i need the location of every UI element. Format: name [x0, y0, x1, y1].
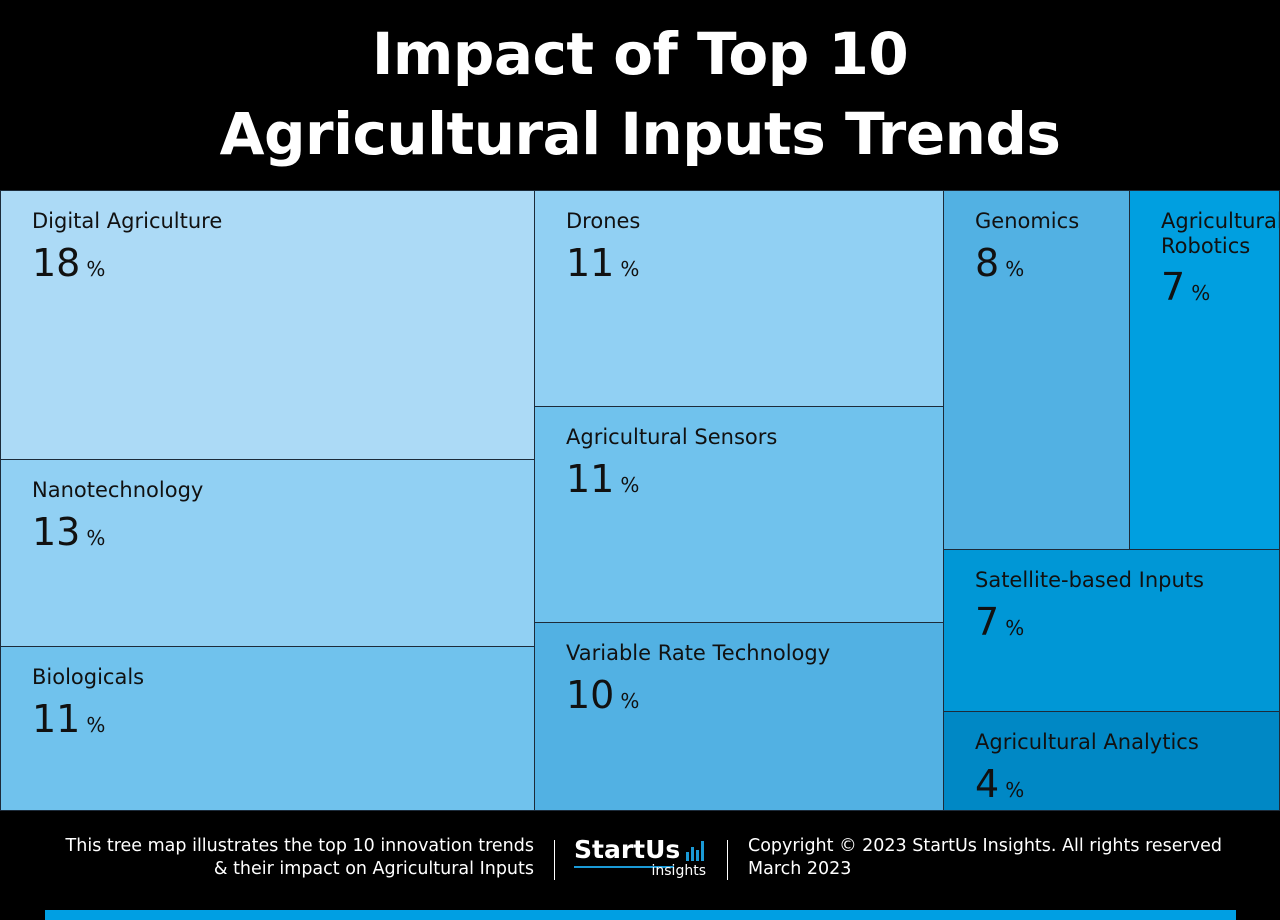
- tile-label: Drones: [566, 209, 641, 233]
- tile-label: Biologicals: [32, 665, 145, 689]
- tile-value-number: 13: [32, 510, 81, 554]
- tile-label: Agricultural Sensors: [566, 425, 778, 449]
- treemap-tile-agricultural-robotics: Agricultural Robotics 7%: [1129, 190, 1280, 550]
- tile-value-unit: %: [1191, 281, 1211, 305]
- tile-value: 10%: [566, 673, 639, 723]
- chart-title: Impact of Top 10 Agricultural Inputs Tre…: [0, 14, 1280, 174]
- tile-value-number: 7: [1161, 265, 1186, 309]
- tile-value: 18%: [32, 241, 105, 291]
- startus-insights-logo: StartUs insights: [574, 836, 710, 882]
- tile-value-unit: %: [1005, 616, 1025, 640]
- footer-copyright: Copyright © 2023 StartUs Insights. All r…: [748, 836, 1222, 856]
- tile-value: 11%: [566, 241, 639, 291]
- tile-value-number: 18: [32, 241, 81, 285]
- tile-value: 4%: [975, 762, 1025, 810]
- treemap-tile-nanotechnology: Nanotechnology 13%: [0, 459, 535, 647]
- tile-value-unit: %: [620, 689, 640, 713]
- tile-label: Agricultural Robotics: [1161, 209, 1280, 258]
- treemap-tile-agricultural-sensors: Agricultural Sensors 11%: [534, 406, 944, 623]
- footer-divider-right: [727, 840, 728, 880]
- tile-value: 7%: [1161, 265, 1210, 315]
- footer-date: March 2023: [748, 859, 852, 879]
- tile-value: 13%: [32, 510, 105, 560]
- chart-title-line-2: Agricultural Inputs Trends: [219, 100, 1061, 168]
- footer-description-line-2: & their impact on Agricultural Inputs: [213, 859, 534, 879]
- tile-value-number: 8: [975, 241, 1000, 285]
- treemap-tile-drones: Drones 11%: [534, 190, 944, 407]
- tile-label: Variable Rate Technology: [566, 641, 831, 665]
- chart-title-line-1: Impact of Top 10: [371, 20, 909, 88]
- tile-value-unit: %: [86, 713, 106, 737]
- tile-value-unit: %: [1005, 778, 1025, 802]
- tile-value: 11%: [566, 457, 639, 507]
- footer-divider-left: [554, 840, 555, 880]
- logo-sub-text: insights: [651, 863, 707, 879]
- footer-copyright-block: Copyright © 2023 StartUs Insights. All r…: [748, 835, 1222, 881]
- treemap-tile-biologicals: Biologicals 11%: [0, 646, 535, 811]
- tile-value: 8%: [975, 241, 1024, 291]
- bottom-accent-bar: [45, 910, 1236, 920]
- tile-value-number: 11: [566, 457, 615, 501]
- tile-value-unit: %: [1005, 257, 1025, 281]
- tile-label: Agricultural Analytics: [975, 730, 1199, 754]
- tile-value-unit: %: [620, 473, 640, 497]
- treemap-tile-genomics: Genomics 8%: [943, 190, 1130, 550]
- tile-value-number: 4: [975, 762, 1000, 806]
- logo-brand-text: StartUs: [574, 835, 681, 864]
- tile-value-number: 11: [566, 241, 615, 285]
- logo-underline: [574, 866, 674, 868]
- treemap-tile-variable-rate-technology: Variable Rate Technology 10%: [534, 622, 944, 811]
- bar-chart-icon: [686, 841, 708, 861]
- tile-value-unit: %: [86, 526, 106, 550]
- tile-value: 7%: [975, 600, 1024, 650]
- treemap-tile-satellite-based-inputs: Satellite-based Inputs 7%: [943, 549, 1280, 712]
- treemap-tile-digital-agriculture: Digital Agriculture 18%: [0, 190, 535, 460]
- tile-value-number: 7: [975, 600, 1000, 644]
- tile-value: 11%: [32, 697, 105, 747]
- footer-description: This tree map illustrates the top 10 inn…: [66, 835, 534, 881]
- treemap-tile-agricultural-analytics: Agricultural Analytics 4%: [943, 711, 1280, 811]
- tile-value-number: 11: [32, 697, 81, 741]
- tile-label: Genomics: [975, 209, 1080, 233]
- tile-value-unit: %: [620, 257, 640, 281]
- tile-label: Satellite-based Inputs: [975, 568, 1204, 592]
- tile-label: Nanotechnology: [32, 478, 204, 502]
- tile-value-number: 10: [566, 673, 615, 717]
- tile-value-unit: %: [86, 257, 106, 281]
- tile-label: Digital Agriculture: [32, 209, 223, 233]
- footer-description-line-1: This tree map illustrates the top 10 inn…: [65, 836, 534, 856]
